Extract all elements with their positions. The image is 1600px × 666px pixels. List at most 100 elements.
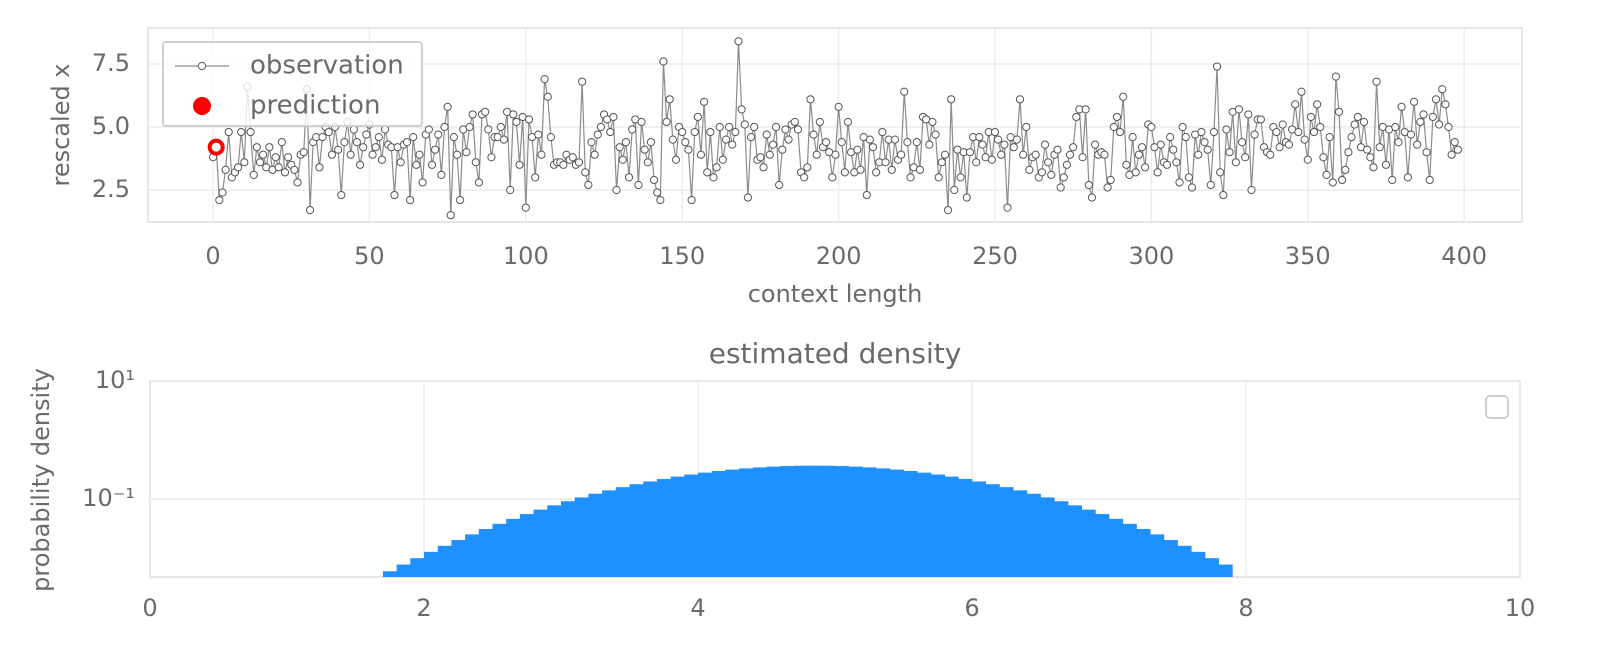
x-tick-label: 0 <box>205 242 220 270</box>
observation-marker <box>728 140 737 149</box>
observation-marker <box>443 102 452 111</box>
observation-marker <box>412 160 421 169</box>
observation-marker <box>1044 158 1053 167</box>
observation-marker <box>1209 127 1219 137</box>
x-tick-label: 150 <box>659 242 705 270</box>
observation-marker <box>1115 127 1125 137</box>
observation-marker <box>784 135 793 144</box>
observation-marker <box>380 125 390 134</box>
observation-marker <box>628 125 637 134</box>
histogram-bar <box>1026 493 1041 577</box>
observation-marker <box>1353 112 1362 122</box>
observation-marker <box>1247 185 1256 195</box>
x-tick-label: 400 <box>1441 242 1487 270</box>
histogram-bar <box>766 466 781 577</box>
observation-marker <box>1172 158 1181 167</box>
histogram-bar <box>1067 505 1082 577</box>
observation-marker <box>340 138 349 147</box>
histogram-bar <box>465 534 480 577</box>
observation-marker <box>446 211 455 220</box>
observation-marker <box>1112 112 1122 122</box>
observation-marker <box>1037 168 1046 177</box>
observation-marker <box>815 117 824 127</box>
observation-marker <box>362 130 371 139</box>
histogram-bar <box>533 509 548 577</box>
observation-marker <box>656 195 665 205</box>
observation-marker <box>1428 112 1437 122</box>
observation-marker <box>265 143 274 152</box>
observation-marker <box>1128 132 1137 142</box>
histogram-bar <box>410 558 425 577</box>
observation-marker <box>768 140 778 149</box>
observation-marker <box>1381 160 1391 169</box>
observation-marker <box>1200 138 1209 147</box>
observation-marker <box>1100 150 1109 159</box>
observation-marker <box>809 130 818 139</box>
observation-marker <box>1406 130 1416 139</box>
observation-marker <box>349 125 358 134</box>
observation-marker <box>440 122 449 132</box>
observation-marker <box>1003 203 1012 212</box>
observation-marker <box>462 148 471 157</box>
x-tick-label: 250 <box>972 242 1018 270</box>
observation-marker <box>1212 62 1222 71</box>
observation-marker <box>465 122 474 132</box>
observation-marker <box>237 127 246 137</box>
observation-marker <box>1272 127 1281 137</box>
observation-marker <box>1009 143 1018 152</box>
observation-marker <box>1294 127 1303 137</box>
histogram-bar <box>588 493 603 577</box>
observation-marker <box>1316 122 1325 132</box>
observation-marker <box>1250 130 1259 139</box>
observation-marker <box>709 173 718 182</box>
observation-marker <box>928 117 937 127</box>
observation-marker <box>718 155 727 164</box>
histogram-bar <box>752 467 767 577</box>
observation-marker <box>496 122 505 132</box>
histogram-bar <box>725 469 740 577</box>
histogram-bar <box>615 487 630 577</box>
top-plot: 0 50 100 150 200 250 300 350 400 2.5 5.0 7.5 observa… <box>92 28 1522 270</box>
observation-marker <box>355 160 365 169</box>
observation-marker <box>415 150 424 159</box>
observation-marker <box>712 163 721 172</box>
observation-marker <box>1363 145 1372 154</box>
observation-marker <box>1141 163 1150 172</box>
observation-marker <box>327 150 337 159</box>
histogram-bar <box>958 478 973 577</box>
histogram-bar <box>862 467 877 577</box>
observation-marker <box>1047 170 1056 179</box>
observation-marker <box>790 117 799 127</box>
histogram-bar <box>1163 540 1178 577</box>
observation-marker <box>659 57 668 66</box>
observation-marker <box>377 155 387 164</box>
chart-title: estimated density <box>709 337 962 370</box>
observation-marker <box>240 158 249 167</box>
histogram-bar <box>972 481 987 577</box>
observation-marker <box>1241 153 1250 162</box>
observation-marker <box>402 138 412 147</box>
observation-marker <box>515 160 524 169</box>
observation-marker <box>449 132 458 142</box>
observation-marker <box>693 112 702 122</box>
observation-marker <box>721 135 731 144</box>
observation-marker <box>947 95 956 104</box>
observation-marker <box>731 127 740 137</box>
histogram-bar <box>889 469 904 577</box>
observation-marker <box>1391 122 1400 132</box>
observation-marker <box>224 127 233 137</box>
observation-marker <box>1297 87 1306 96</box>
observation-marker <box>1087 193 1097 202</box>
observation-marker <box>334 145 343 154</box>
observation-marker <box>640 145 649 154</box>
observation-marker <box>324 127 333 137</box>
observation-marker <box>1366 153 1375 162</box>
observation-marker <box>1053 145 1062 154</box>
observation-marker <box>531 173 540 182</box>
x-axis-label: context length <box>748 280 923 308</box>
y-tick-label: 7.5 <box>92 49 130 77</box>
observation-marker <box>337 190 346 200</box>
observation-marker <box>937 158 946 167</box>
histogram-bar <box>876 468 891 577</box>
